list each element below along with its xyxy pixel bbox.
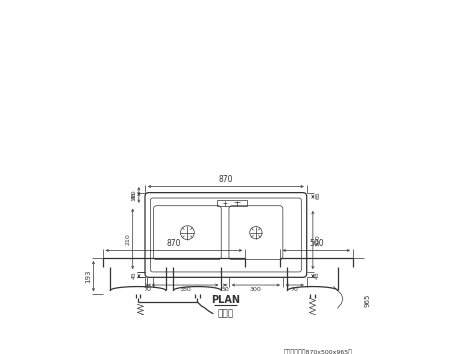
Text: 45: 45 <box>131 271 137 279</box>
Text: 45: 45 <box>131 192 137 199</box>
Text: 70: 70 <box>291 287 299 292</box>
Text: 300: 300 <box>315 234 320 246</box>
Text: 210: 210 <box>125 233 131 245</box>
Text: 965: 965 <box>365 294 370 307</box>
Text: 870: 870 <box>166 239 181 248</box>
Text: 45: 45 <box>315 271 320 279</box>
Bar <box>217 200 247 206</box>
Text: 193: 193 <box>85 269 91 283</box>
Text: 65: 65 <box>315 192 320 199</box>
Text: （不锈钢水槽870x500x965）: （不锈钢水槽870x500x965） <box>284 349 352 354</box>
Text: 870: 870 <box>219 175 233 184</box>
Text: 50: 50 <box>221 287 229 292</box>
Text: 平面图: 平面图 <box>218 309 234 318</box>
Text: 70: 70 <box>143 287 151 292</box>
Text: 380: 380 <box>179 287 191 292</box>
Text: 150: 150 <box>131 189 137 201</box>
Text: 300: 300 <box>250 287 262 292</box>
Text: 500: 500 <box>309 239 324 248</box>
Text: PLAN: PLAN <box>211 296 240 306</box>
